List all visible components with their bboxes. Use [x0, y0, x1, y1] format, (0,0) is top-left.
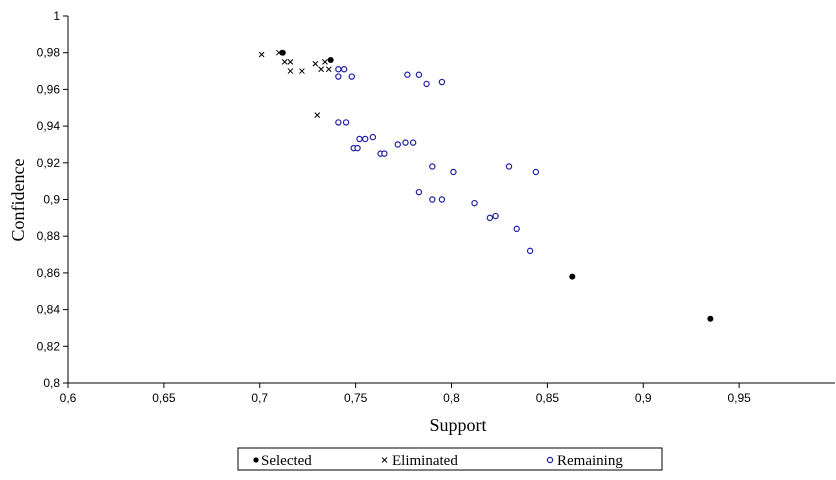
point-eliminated	[322, 59, 328, 65]
point-remaining	[438, 196, 446, 203]
point-remaining	[492, 212, 499, 220]
point-selected	[279, 49, 286, 56]
point-remaining	[381, 150, 388, 157]
point-eliminated	[299, 68, 305, 74]
point-remaining	[505, 163, 513, 170]
point-remaining	[362, 135, 369, 143]
point-remaining	[429, 196, 436, 203]
point-remaining	[369, 133, 377, 141]
point-eliminated	[287, 68, 294, 74]
point-eliminated	[287, 59, 294, 65]
series-selected	[279, 49, 714, 322]
legend-remaining-label: Remaining	[557, 453, 623, 469]
series-remaining	[335, 66, 540, 255]
point-remaining	[335, 119, 342, 126]
point-remaining	[409, 139, 417, 146]
y-tick-label: 0,92	[37, 156, 61, 170]
point-selected	[327, 57, 334, 64]
legend-remaining-marker	[546, 456, 554, 464]
point-remaining	[471, 199, 478, 207]
y-tick-label: 0,82	[37, 339, 61, 353]
point-eliminated	[258, 51, 265, 58]
point-remaining	[335, 66, 342, 73]
point-eliminated	[312, 60, 319, 67]
x-tick-label: 0,6	[60, 391, 77, 405]
point-remaining	[354, 144, 361, 152]
legend: Selected Eliminated Remaining	[237, 447, 663, 471]
x-tick-label: 0,85	[536, 391, 560, 405]
point-remaining	[423, 80, 430, 88]
point-eliminated	[314, 112, 321, 118]
legend-selected-label: Selected	[261, 453, 312, 469]
point-remaining	[486, 214, 494, 222]
x-tick-label: 0,9	[635, 391, 652, 405]
x-tick-label: 0,7	[251, 391, 268, 405]
x-tick-label: 0,65	[152, 391, 176, 405]
point-remaining	[438, 78, 446, 86]
point-remaining	[532, 168, 540, 176]
x-axis-title: Support	[429, 415, 486, 435]
legend-eliminated-marker	[381, 457, 388, 463]
legend-eliminated-label: Eliminated	[392, 453, 458, 469]
y-tick-label: 0,98	[37, 46, 61, 60]
y-tick-label: 0,88	[37, 229, 61, 243]
y-tick-label: 0,96	[37, 82, 61, 96]
legend-selected-marker	[253, 457, 259, 463]
point-remaining	[513, 225, 520, 233]
y-tick-label: 0,94	[37, 119, 61, 133]
point-remaining	[415, 71, 423, 78]
x-tick-label: 0,75	[344, 391, 368, 405]
x-tick-label: 0,95	[727, 391, 751, 405]
point-remaining	[340, 66, 348, 73]
point-eliminated	[318, 66, 324, 73]
plot-layer: 0,8 0,82 0,84 0,86 0,88 0,9 0,92 0,94 0,96 0,98 1 0…	[37, 9, 835, 405]
y-axis-title: Confidence	[8, 159, 28, 242]
series-eliminated	[258, 49, 332, 118]
point-remaining	[335, 73, 342, 80]
x-tick-label: 0,8	[443, 391, 460, 405]
point-remaining	[404, 71, 411, 78]
y-tick-label: 0,9	[43, 193, 60, 207]
point-remaining	[415, 188, 423, 196]
point-remaining	[450, 168, 457, 176]
point-remaining	[356, 135, 363, 143]
y-tick-label: 1	[53, 9, 60, 23]
point-remaining	[429, 163, 436, 170]
point-selected	[569, 273, 576, 280]
point-eliminated	[325, 66, 332, 73]
point-remaining	[394, 141, 402, 148]
y-tick-label: 0,84	[37, 303, 61, 317]
point-remaining	[526, 247, 534, 255]
y-tick-label: 0,8	[43, 376, 60, 390]
y-tick-label: 0,86	[37, 266, 61, 280]
point-selected	[707, 315, 714, 322]
point-eliminated	[281, 59, 288, 65]
legend-box	[237, 447, 663, 471]
point-eliminated	[276, 49, 282, 56]
point-remaining	[402, 139, 409, 146]
point-remaining	[342, 119, 350, 126]
point-remaining	[348, 73, 355, 80]
